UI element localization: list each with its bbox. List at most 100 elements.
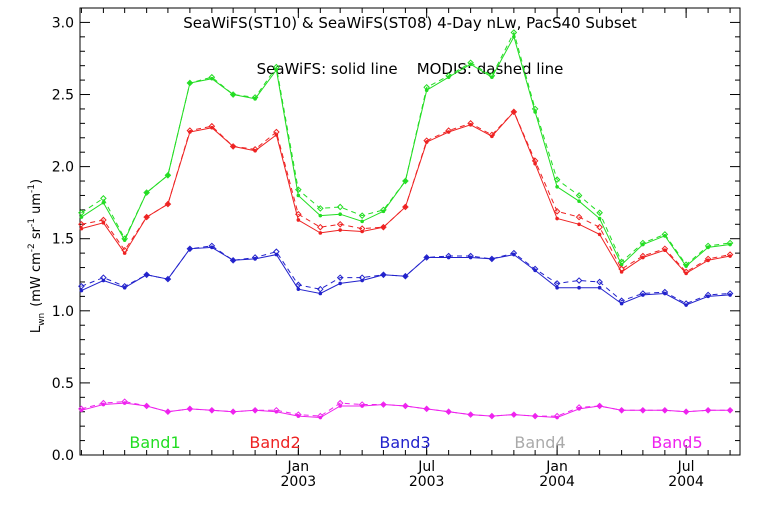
band1-seawifs-point xyxy=(555,185,559,189)
band3-modis-point xyxy=(682,300,690,307)
band5-modis-point xyxy=(336,399,344,407)
band3-seawifs-point xyxy=(318,291,323,296)
band5-modis-point xyxy=(143,402,150,410)
ylabel-mid2: um xyxy=(29,193,44,218)
band2-seawifs-point xyxy=(296,218,301,222)
band3-seawifs-point xyxy=(338,281,342,286)
band5-modis-point xyxy=(596,402,603,410)
band2-modis-line xyxy=(81,110,731,273)
ylabel-exp2: -1 xyxy=(27,218,37,227)
band5-seawifs-point xyxy=(253,408,257,413)
band5-modis-point xyxy=(467,411,474,418)
band3-modis-point xyxy=(575,277,583,284)
band5-modis-point xyxy=(618,406,625,414)
band1-modis-point xyxy=(596,209,603,217)
band3-modis-point xyxy=(510,249,518,257)
band1-modis-point xyxy=(229,91,237,98)
band2-modis-point xyxy=(704,255,712,263)
band5-seawifs-point xyxy=(403,404,408,408)
band1-modis-point xyxy=(402,177,409,185)
band3-modis-point xyxy=(100,274,107,281)
band5-modis-point xyxy=(121,398,128,405)
band3-seawifs-point xyxy=(79,288,84,293)
band2-seawifs-line xyxy=(81,110,731,274)
band3-seawifs-point xyxy=(555,285,559,290)
y-tick-label: 1.0 xyxy=(52,304,74,320)
band5-modis-point xyxy=(380,401,387,408)
band2-seawifs-point xyxy=(597,232,602,237)
band2-modis-point xyxy=(639,252,647,260)
band3-modis-point xyxy=(488,255,496,263)
band5-modis-point xyxy=(531,412,539,420)
band2-modis-point xyxy=(488,131,496,139)
y-tick-label: 1.5 xyxy=(52,232,74,248)
band5-modis-point xyxy=(186,405,194,413)
band2-modis-point xyxy=(208,122,216,130)
band3-seawifs-point xyxy=(577,285,581,290)
band3-modis-point xyxy=(639,290,647,297)
band1-modis-point xyxy=(488,72,496,80)
band3-modis-point xyxy=(358,274,366,281)
x-tick-year-label: 2003 xyxy=(409,474,445,490)
band5-seawifs-point xyxy=(663,408,667,413)
band2-seawifs-point xyxy=(318,231,323,235)
band1-seawifs-point xyxy=(166,173,170,178)
band2-modis-point xyxy=(380,223,387,231)
band5-modis-point xyxy=(639,406,647,414)
band1-seawifs-point xyxy=(231,92,235,97)
band5-modis-point xyxy=(229,408,237,416)
band5-modis-point xyxy=(317,412,324,420)
band3-seawifs-point xyxy=(144,272,149,277)
band5-modis-point xyxy=(445,408,452,416)
band1-modis-point xyxy=(186,79,194,87)
band2-seawifs-point xyxy=(577,222,581,227)
band1-modis-point xyxy=(510,29,518,36)
x-tick-month-label: Jan xyxy=(287,459,310,475)
band1-seawifs-point xyxy=(318,213,323,218)
band2-modis-point xyxy=(317,223,324,231)
band2-seawifs-point xyxy=(166,202,170,206)
legend-label-band2: Band2 xyxy=(249,433,300,452)
band2-seawifs-point xyxy=(555,216,559,221)
band2-modis-point xyxy=(726,251,734,258)
ylabel-exp1: -2 xyxy=(27,243,37,252)
band5-modis-point xyxy=(100,399,107,407)
band2-modis-point xyxy=(618,265,625,273)
band5-modis-point xyxy=(208,406,216,414)
band1-seawifs-point xyxy=(79,215,84,219)
band1-seawifs-point xyxy=(360,219,364,224)
band2-modis-point xyxy=(358,225,366,232)
band3-modis-point xyxy=(661,288,669,296)
ylabel-exp3: -1 xyxy=(27,184,37,193)
band1-seawifs-point xyxy=(296,193,301,198)
band5-modis-point xyxy=(273,406,280,414)
band2-modis-point xyxy=(336,220,344,228)
plot-frame xyxy=(79,7,741,456)
band1-modis-point xyxy=(358,212,366,219)
legend-label-band1: Band1 xyxy=(129,433,180,452)
y-tick-label: 3.0 xyxy=(52,15,74,31)
band2-modis-point xyxy=(273,128,280,136)
band1-modis-point xyxy=(682,261,690,268)
y-tick-label: 0.0 xyxy=(52,448,74,464)
x-tick-year-label: 2004 xyxy=(539,474,575,490)
band1-modis-point xyxy=(208,73,216,81)
band3-modis-point xyxy=(164,275,172,283)
band5-seawifs-point xyxy=(446,409,451,414)
band3-modis-point xyxy=(273,248,280,255)
band2-modis-point xyxy=(402,203,409,211)
band2-modis-point xyxy=(100,216,107,224)
band2-modis-point xyxy=(78,220,85,228)
band2-modis-point xyxy=(682,268,690,276)
band3-modis-point xyxy=(251,254,259,261)
band1-modis-point xyxy=(553,176,561,183)
band5-modis-point xyxy=(423,405,430,413)
band5-modis-point xyxy=(661,406,669,414)
ylabel-main: L xyxy=(29,325,44,333)
axis-ticks: 0.00.51.01.52.02.53.0Jan2003Jul2003Jan20… xyxy=(52,8,740,490)
band3-modis-point xyxy=(317,285,324,293)
band5-modis-point xyxy=(295,411,302,418)
x-tick-year-label: 2004 xyxy=(668,474,704,490)
band5-modis-point xyxy=(553,412,561,420)
